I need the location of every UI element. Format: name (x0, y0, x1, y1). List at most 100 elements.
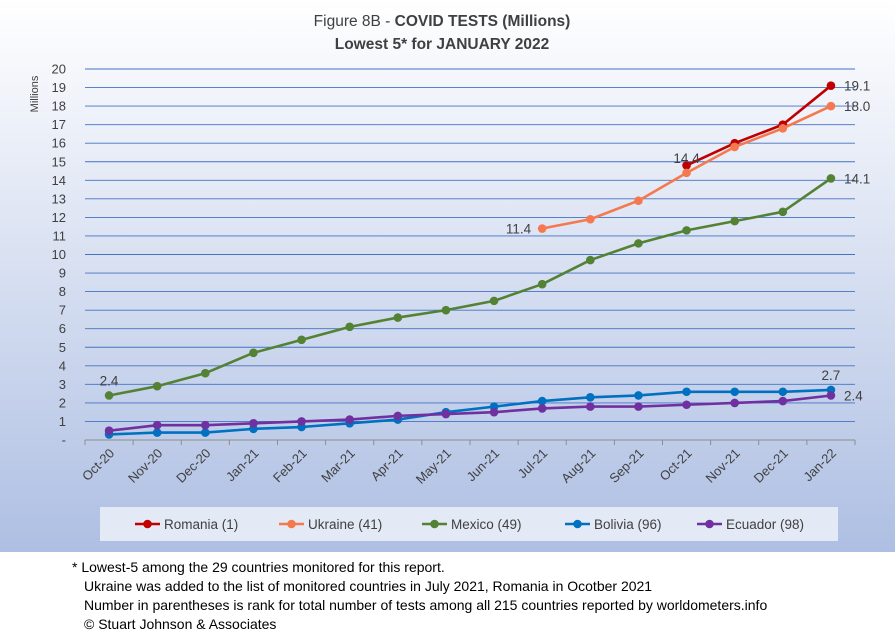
data-point (489, 407, 499, 417)
data-point (537, 224, 547, 233)
footnote-3: Number in parentheses is rank for total … (84, 597, 768, 613)
legend-label: Mexico (49) (451, 517, 522, 532)
series-line (108, 394, 832, 433)
data-label: 18.0 (844, 99, 870, 114)
data-point (586, 402, 595, 411)
data-label: 14.1 (844, 171, 870, 186)
series-mexico (104, 174, 836, 400)
data-point (586, 214, 595, 224)
series-bolivia (104, 385, 836, 439)
footnotes: * Lowest-5 among the 29 countries monito… (72, 558, 767, 634)
data-label: 2.7 (822, 368, 841, 383)
data-point (489, 296, 499, 306)
data-point (201, 428, 210, 437)
data-point (537, 396, 547, 406)
data-point (730, 142, 739, 152)
data-point (730, 398, 739, 408)
data-point (104, 426, 114, 436)
data-point (586, 255, 595, 265)
y-tick-label: 12 (52, 210, 66, 225)
data-point (152, 428, 162, 437)
data-point (634, 402, 643, 411)
data-point (537, 404, 547, 413)
legend-swatch-marker (287, 519, 296, 529)
series-ukraine (537, 101, 836, 233)
legend-swatch-marker (705, 519, 714, 529)
legend-label: Bolivia (96) (594, 517, 662, 532)
y-tick-label: 8 (59, 284, 66, 299)
y-axis-label: Millions (29, 75, 41, 112)
data-point (441, 305, 451, 315)
legend-swatch-marker (573, 519, 582, 529)
data-point (152, 381, 162, 391)
gridlines (85, 68, 855, 441)
y-tick-label: 4 (59, 358, 66, 373)
data-label: 14.4 (673, 151, 700, 166)
data-point (826, 391, 836, 400)
y-tick-label: 5 (59, 340, 66, 355)
y-tick-label: 11 (53, 228, 67, 243)
y-tick-label: 13 (52, 191, 66, 206)
data-point (682, 226, 691, 235)
chart-background (0, 0, 895, 552)
y-tick-label: 6 (59, 321, 66, 336)
legend: Romania (1) Ukraine (41) Mexico (49) Bolivi… (100, 507, 838, 541)
data-point (634, 239, 643, 248)
data-label: 19.1 (844, 79, 870, 94)
data-point (104, 391, 114, 400)
y-tick-label: 1 (59, 414, 66, 429)
y-tick-label: 17 (52, 117, 66, 132)
data-point (345, 322, 354, 332)
y-tick-label: 10 (52, 247, 66, 262)
data-point (682, 400, 691, 410)
line-chart: Figure 8B - COVID TESTS (Millions) Lowes… (0, 0, 895, 552)
y-tick-label: 18 (52, 99, 66, 114)
series-line (686, 84, 832, 167)
data-label: 11.4 (506, 222, 532, 237)
legend-label: Ecuador (98) (726, 517, 804, 532)
data-point (826, 101, 836, 111)
data-point (778, 207, 788, 217)
y-tick-label: 3 (59, 377, 66, 392)
y-tick-label: 9 (59, 266, 66, 281)
data-point (730, 387, 739, 397)
legend-label: Romania (1) (164, 517, 238, 532)
footnote-2: Ukraine was added to the list of monitor… (84, 578, 653, 594)
y-tick-label: 15 (52, 154, 66, 169)
y-tick-label: 19 (52, 80, 66, 95)
series-line (108, 177, 832, 397)
y-tick-label: - (62, 433, 66, 448)
data-point (682, 168, 691, 178)
data-point (201, 420, 210, 430)
data-point (586, 393, 595, 402)
y-tick-label: 14 (52, 173, 66, 188)
data-point (441, 409, 451, 419)
series-line (109, 388, 831, 436)
data-label: 2.4 (100, 373, 119, 388)
data-point (778, 396, 788, 406)
data-point (826, 174, 836, 183)
y-tick-label: 2 (59, 395, 66, 410)
chart-title: Figure 8B - COVID TESTS (Millions) (314, 13, 571, 30)
y-tick-label: 7 (59, 303, 66, 318)
data-point (634, 196, 643, 206)
chart-area: Figure 8B - COVID TESTS (Millions) Lowes… (0, 0, 895, 552)
data-point (537, 279, 547, 289)
chart-subtitle: Lowest 5* for JANUARY 2022 (335, 36, 550, 53)
series-ecuador (104, 391, 836, 436)
footnote-4: © Stuart Johnson & Associates (84, 616, 277, 632)
data-point (297, 417, 306, 426)
data-point (152, 420, 162, 430)
data-point (778, 124, 788, 133)
data-point (297, 335, 306, 345)
data-point (345, 415, 354, 424)
data-point (393, 313, 403, 322)
legend-label: Ukraine (41) (308, 517, 382, 532)
data-label: 2.4 (844, 388, 863, 403)
data-point (730, 216, 739, 226)
data-point (682, 161, 691, 170)
data-point (634, 391, 643, 400)
series-lines (104, 81, 836, 439)
data-labels: 2.411.414.419.118.014.12.72.4 (100, 79, 871, 404)
